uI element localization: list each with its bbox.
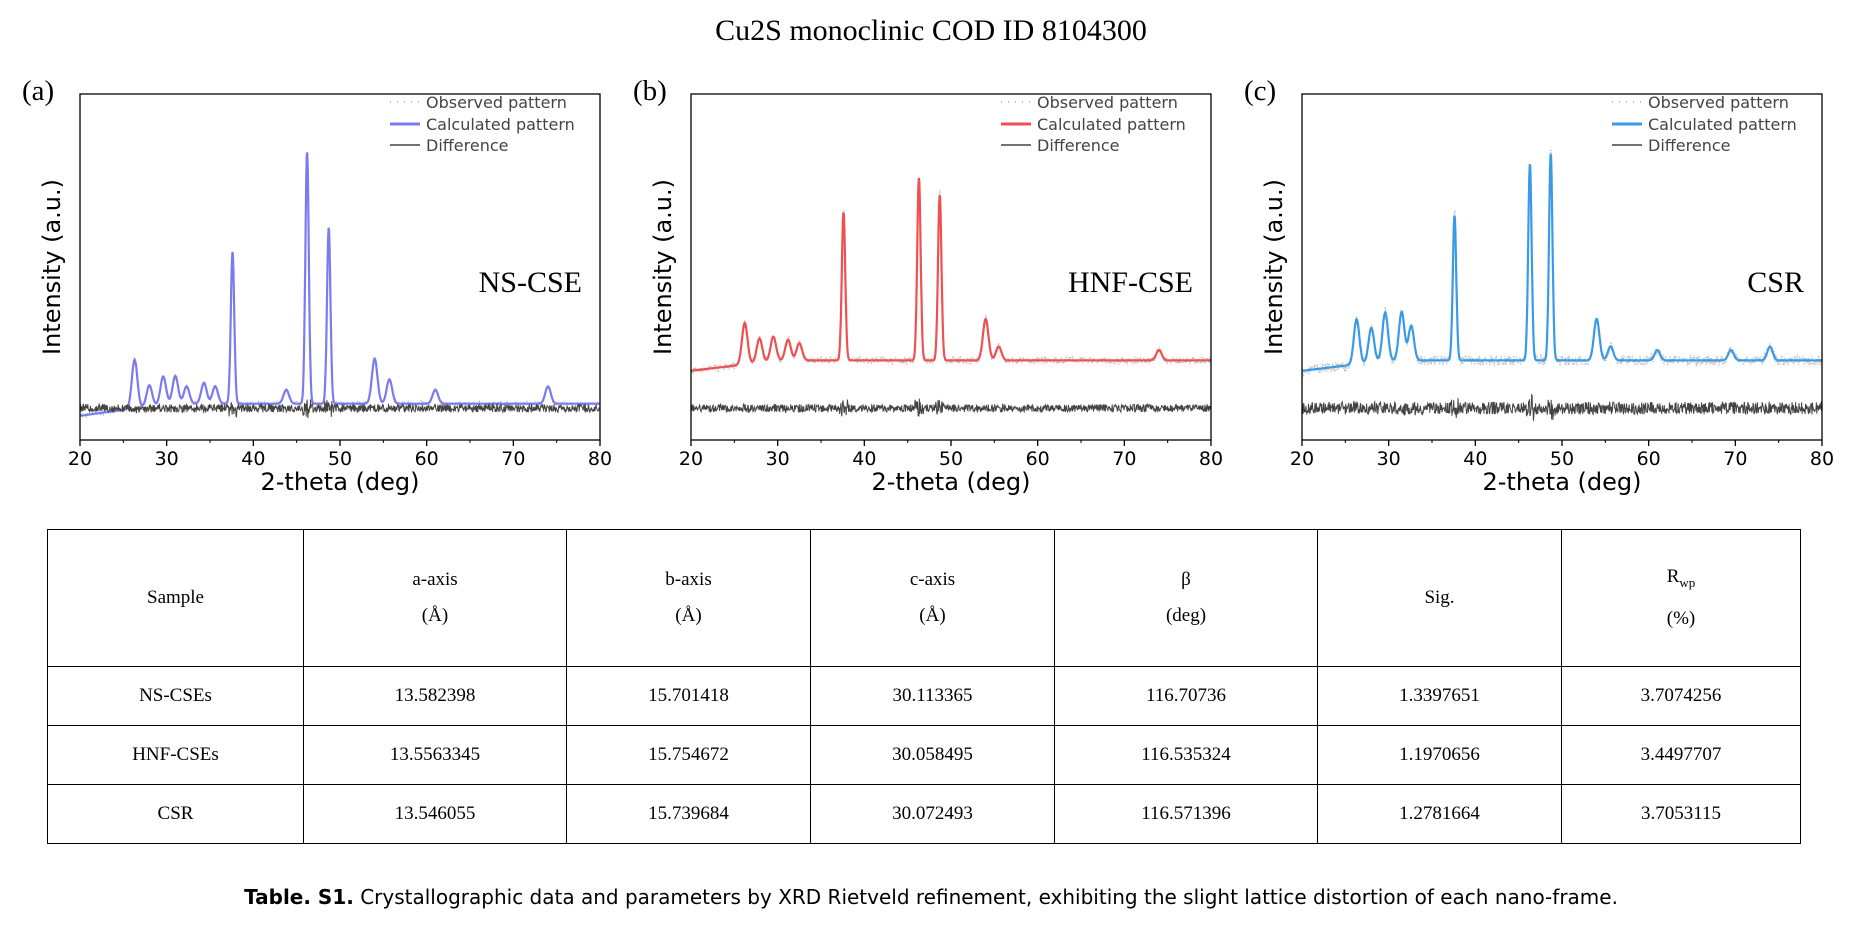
- difference-series: [79, 399, 601, 419]
- caption-text: Crystallographic data and parameters by …: [353, 885, 1618, 909]
- x-tick-label: 30: [155, 448, 179, 470]
- x-axis-label: 2-theta (deg): [1482, 468, 1641, 496]
- legend-entry: Calculated pattern: [426, 115, 575, 134]
- caption-label: Table. S1.: [244, 885, 354, 909]
- observed-pattern-series: [1301, 148, 1823, 378]
- x-tick-label: 30: [766, 448, 790, 470]
- cell-a-axis: 13.546055: [303, 784, 567, 844]
- sample-label: CSR: [1747, 266, 1804, 299]
- y-axis-label: Intensity (a.u.): [649, 179, 677, 355]
- table-row: HNF-CSEs 13.5563345 15.754672 30.058495 …: [47, 725, 1801, 785]
- legend-entry: Observed pattern: [1037, 93, 1178, 112]
- cell-rwp: 3.7053115: [1561, 784, 1801, 844]
- cell-beta: 116.535324: [1054, 725, 1318, 785]
- cell-a-axis: 13.582398: [303, 666, 567, 726]
- cell-c-axis: 30.072493: [810, 784, 1055, 844]
- x-axis-label: 2-theta (deg): [871, 468, 1030, 496]
- x-tick-label: 50: [1550, 448, 1574, 470]
- x-tick-label: 60: [1026, 448, 1050, 470]
- panel-label: (a): [22, 75, 54, 107]
- x-tick-label: 70: [501, 448, 525, 470]
- legend-entry: Difference: [1037, 136, 1119, 155]
- cell-a-axis: 13.5563345: [303, 725, 567, 785]
- x-tick-label: 30: [1377, 448, 1401, 470]
- legend-entry: Observed pattern: [1648, 93, 1789, 112]
- header-sample: Sample: [47, 529, 304, 667]
- cell-sig: 1.1970656: [1317, 725, 1562, 785]
- table-row: NS-CSEs 13.582398 15.701418 30.113365 11…: [47, 666, 1801, 726]
- figure-title: Cu2S monoclinic COD ID 8104300: [715, 14, 1147, 47]
- header-beta: β (deg): [1054, 529, 1318, 667]
- sample-label: NS-CSE: [479, 266, 582, 299]
- plot-frame: [1301, 93, 1823, 441]
- table-header-row: Sample a-axis (Å) b-axis (Å) c-axis (Å) β (d…: [47, 529, 1801, 667]
- y-axis-label: Intensity (a.u.): [38, 179, 66, 355]
- legend: Observed pattern Calculated pattern Differ…: [1612, 93, 1797, 155]
- x-tick-label: 80: [588, 448, 612, 470]
- cell-sample: HNF-CSEs: [47, 725, 304, 785]
- panel-label: (c): [1244, 75, 1276, 107]
- legend: Observed pattern Calculated pattern Differ…: [1001, 93, 1186, 155]
- cell-beta: 116.571396: [1054, 784, 1318, 844]
- xrd-panel-2: 20 30 40 50 60 70 80 2-theta (deg) Intensity (a.…: [633, 75, 1223, 496]
- x-tick-label: 60: [415, 448, 439, 470]
- legend-entry: Calculated pattern: [1648, 115, 1797, 134]
- cell-sample: CSR: [47, 784, 304, 844]
- xrd-charts: 20 30 40 50 60 70 80 2-theta (deg) Intensity (a.…: [22, 75, 1834, 496]
- crystallographic-table: Sample a-axis (Å) b-axis (Å) c-axis (Å) β (d…: [47, 529, 1801, 844]
- difference-series: [1301, 393, 1823, 421]
- table-row: CSR 13.546055 15.739684 30.072493 116.57…: [47, 784, 1801, 844]
- cell-c-axis: 30.113365: [810, 666, 1055, 726]
- header-c-axis: c-axis (Å): [810, 529, 1055, 667]
- x-tick-label: 70: [1112, 448, 1136, 470]
- calculated-pattern-series: [79, 152, 600, 417]
- x-tick-label: 70: [1723, 448, 1747, 470]
- legend-entry: Difference: [1648, 136, 1730, 155]
- header-b-axis: b-axis (Å): [566, 529, 811, 667]
- x-tick-label: 50: [328, 448, 352, 470]
- cell-beta: 116.70736: [1054, 666, 1318, 726]
- cell-rwp: 3.7074256: [1561, 666, 1801, 726]
- x-tick-label: 20: [68, 448, 92, 470]
- cell-sample: NS-CSEs: [47, 666, 304, 726]
- calculated-pattern-series: [1301, 153, 1822, 372]
- x-tick-label: 20: [1290, 448, 1314, 470]
- x-tick-label: 40: [241, 448, 265, 470]
- cell-sig: 1.2781664: [1317, 784, 1562, 844]
- x-tick-label: 40: [852, 448, 876, 470]
- panel-label: (b): [633, 75, 667, 107]
- y-axis-label: Intensity (a.u.): [1260, 179, 1288, 355]
- table-caption: Table. S1. Crystallographic data and par…: [0, 885, 1862, 909]
- legend-entry: Calculated pattern: [1037, 115, 1186, 134]
- x-tick-label: 60: [1637, 448, 1661, 470]
- xrd-panel-3: 20 30 40 50 60 70 80 2-theta (deg) Intensity (a.…: [1244, 75, 1834, 496]
- header-sig: Sig.: [1317, 529, 1562, 667]
- cell-c-axis: 30.058495: [810, 725, 1055, 785]
- sample-label: HNF-CSE: [1068, 266, 1193, 299]
- x-tick-label: 80: [1199, 448, 1223, 470]
- x-tick-label: 40: [1463, 448, 1487, 470]
- calculated-pattern-series: [690, 177, 1211, 372]
- header-rwp: Rwp (%): [1561, 529, 1801, 667]
- x-axis-label: 2-theta (deg): [260, 468, 419, 496]
- cell-b-axis: 15.754672: [566, 725, 811, 785]
- header-a-axis: a-axis (Å): [303, 529, 567, 667]
- x-tick-label: 20: [679, 448, 703, 470]
- legend: Observed pattern Calculated pattern Differ…: [390, 93, 575, 155]
- legend-entry: Observed pattern: [426, 93, 567, 112]
- xrd-panel-1: 20 30 40 50 60 70 80 2-theta (deg) Intensity (a.…: [22, 75, 612, 496]
- legend-entry: Difference: [426, 136, 508, 155]
- difference-series: [690, 398, 1212, 417]
- x-tick-label: 80: [1810, 448, 1834, 470]
- cell-sig: 1.3397651: [1317, 666, 1562, 726]
- cell-rwp: 3.4497707: [1561, 725, 1801, 785]
- cell-b-axis: 15.739684: [566, 784, 811, 844]
- x-tick-label: 50: [939, 448, 963, 470]
- cell-b-axis: 15.701418: [566, 666, 811, 726]
